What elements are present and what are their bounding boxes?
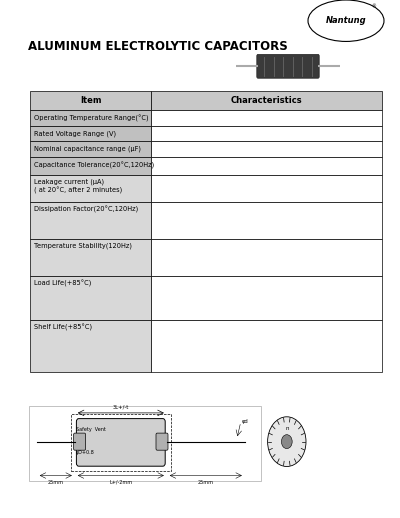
Text: Nominal capacitance range (μF): Nominal capacitance range (μF)	[34, 146, 141, 152]
FancyBboxPatch shape	[257, 54, 319, 78]
Text: Item: Item	[80, 96, 102, 105]
Bar	[30, 320, 152, 372]
Bar	[30, 91, 152, 110]
Bar	[152, 320, 382, 372]
Bar	[30, 175, 152, 202]
Bar	[152, 110, 382, 126]
Bar	[152, 202, 382, 239]
Bar	[30, 276, 152, 320]
Bar	[30, 110, 152, 126]
Text: φd: φd	[242, 419, 249, 424]
Text: ALUMINUM ELECTROLYTIC CAPACITORS: ALUMINUM ELECTROLYTIC CAPACITORS	[28, 40, 288, 53]
Ellipse shape	[308, 0, 384, 41]
Text: Rated Voltage Range (V): Rated Voltage Range (V)	[34, 131, 116, 137]
Bar	[30, 157, 152, 175]
FancyBboxPatch shape	[74, 433, 86, 450]
Text: Nantung: Nantung	[326, 16, 366, 25]
Circle shape	[282, 435, 292, 449]
Text: Capacitance Tolerance(20°C,120Hz): Capacitance Tolerance(20°C,120Hz)	[34, 162, 154, 169]
Text: 25mm: 25mm	[198, 480, 214, 485]
Text: Characteristics: Characteristics	[231, 96, 302, 105]
Text: Load Life(+85°C): Load Life(+85°C)	[34, 280, 91, 287]
Text: L+/-2mm: L+/-2mm	[109, 480, 132, 485]
Bar	[152, 157, 382, 175]
Text: Operating Temperature Range(°C): Operating Temperature Range(°C)	[34, 114, 149, 122]
Bar	[30, 141, 152, 157]
Bar	[71, 414, 171, 471]
Bar	[152, 175, 382, 202]
Text: Temperature Stability(120Hz): Temperature Stability(120Hz)	[34, 243, 132, 250]
Text: ®: ®	[371, 5, 376, 10]
Circle shape	[268, 417, 306, 467]
FancyBboxPatch shape	[156, 433, 168, 450]
Text: n: n	[285, 426, 288, 431]
Bar	[152, 91, 382, 110]
Text: Safety  Vent: Safety Vent	[76, 427, 106, 432]
Bar	[30, 239, 152, 276]
Bar	[30, 202, 152, 239]
Text: 3L+/-t: 3L+/-t	[113, 405, 129, 410]
Bar	[29, 406, 261, 481]
Text: Leakage current (μA)
( at 20°C, after 2 minutes): Leakage current (μA) ( at 20°C, after 2 …	[34, 179, 122, 194]
Bar	[152, 126, 382, 141]
Bar	[30, 126, 152, 141]
Text: φD+0.8: φD+0.8	[76, 450, 95, 455]
Bar	[152, 276, 382, 320]
Text: Shelf Life(+85°C): Shelf Life(+85°C)	[34, 324, 92, 332]
Bar	[152, 141, 382, 157]
Text: 25mm: 25mm	[48, 480, 64, 485]
FancyBboxPatch shape	[76, 419, 165, 466]
Bar	[152, 239, 382, 276]
Text: Dissipation Factor(20°C,120Hz): Dissipation Factor(20°C,120Hz)	[34, 206, 138, 213]
